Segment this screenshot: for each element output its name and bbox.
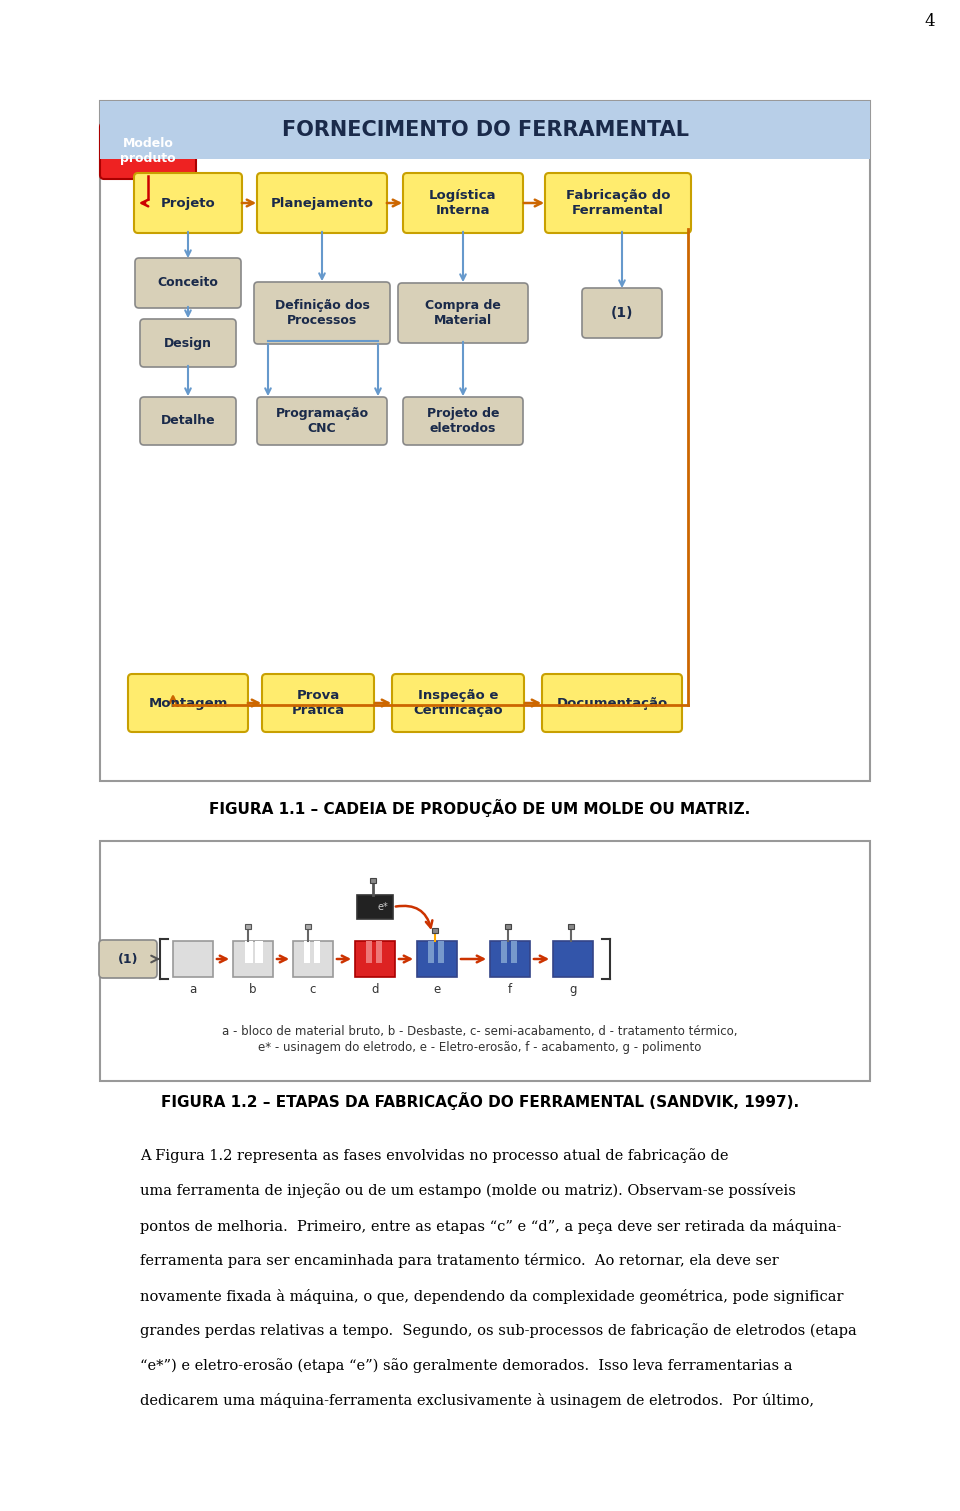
Text: Logística
Interna: Logística Interna <box>429 189 496 218</box>
Text: dedicarem uma máquina-ferramenta exclusivamente à usinagem de eletrodos.  Por úl: dedicarem uma máquina-ferramenta exclusi… <box>140 1393 814 1408</box>
Text: e: e <box>433 984 441 996</box>
FancyBboxPatch shape <box>100 101 870 781</box>
Text: Design: Design <box>164 337 212 349</box>
Bar <box>255 941 263 963</box>
Text: Prova
Prática: Prova Prática <box>292 689 345 718</box>
FancyBboxPatch shape <box>140 397 236 446</box>
Text: novamente fixada à máquina, o que, dependendo da complexidade geométrica, pode s: novamente fixada à máquina, o que, depen… <box>140 1289 844 1304</box>
Bar <box>568 925 574 929</box>
Bar <box>173 941 213 978</box>
Bar <box>432 928 438 932</box>
Text: e* - usinagem do eletrodo, e - Eletro-erosão, f - acabamento, g - polimento: e* - usinagem do eletrodo, e - Eletro-er… <box>258 1041 702 1055</box>
FancyBboxPatch shape <box>403 397 523 446</box>
Text: g: g <box>569 984 577 996</box>
Text: a - bloco de material bruto, b - Desbaste, c- semi-acabamento, d - tratamento té: a - bloco de material bruto, b - Desbast… <box>223 1024 737 1038</box>
Text: e*: e* <box>377 902 388 913</box>
FancyBboxPatch shape <box>257 172 387 233</box>
FancyBboxPatch shape <box>134 172 242 233</box>
Bar <box>314 941 320 963</box>
Text: Projeto de
eletrodos: Projeto de eletrodos <box>427 406 499 435</box>
Bar <box>357 895 393 919</box>
FancyBboxPatch shape <box>403 172 523 233</box>
Text: Projeto: Projeto <box>160 196 215 210</box>
Text: a: a <box>189 984 197 996</box>
FancyBboxPatch shape <box>140 319 236 367</box>
Text: FIGURA 1.2 – ETAPAS DA FABRICAÇÃO DO FERRAMENTAL (SANDVIK, 1997).: FIGURA 1.2 – ETAPAS DA FABRICAÇÃO DO FER… <box>161 1092 799 1111</box>
Bar <box>428 941 434 963</box>
Bar <box>366 941 372 963</box>
Text: Montagem: Montagem <box>148 697 228 710</box>
Text: uma ferramenta de injeção ou de um estampo (molde ou matriz). Observam-se possív: uma ferramenta de injeção ou de um estam… <box>140 1183 796 1198</box>
FancyBboxPatch shape <box>542 674 682 731</box>
FancyBboxPatch shape <box>100 101 870 159</box>
Bar <box>501 941 507 963</box>
Text: 4: 4 <box>924 12 935 30</box>
Text: (1): (1) <box>118 952 138 966</box>
Text: d: d <box>372 984 379 996</box>
Text: Detalhe: Detalhe <box>160 414 215 428</box>
FancyBboxPatch shape <box>254 283 390 345</box>
Bar <box>304 941 310 963</box>
FancyBboxPatch shape <box>128 674 248 731</box>
FancyBboxPatch shape <box>135 258 241 308</box>
Text: A Figura 1.2 representa as fases envolvidas no processo atual de fabricação de: A Figura 1.2 representa as fases envolvi… <box>140 1148 729 1163</box>
Text: grandes perdas relativas a tempo.  Segundo, os sub-processos de fabricação de el: grandes perdas relativas a tempo. Segund… <box>140 1324 856 1339</box>
Bar <box>511 941 517 963</box>
Bar <box>355 941 395 978</box>
Bar <box>376 941 382 963</box>
Text: Fabricação do
Ferramental: Fabricação do Ferramental <box>565 189 670 218</box>
FancyBboxPatch shape <box>262 674 374 731</box>
FancyBboxPatch shape <box>99 940 157 978</box>
Text: Programação
CNC: Programação CNC <box>276 406 369 435</box>
Bar <box>245 925 251 929</box>
Bar <box>233 941 273 978</box>
Text: “e*”) e eletro-erosão (etapa “e”) são geralmente demorados.  Isso leva ferrament: “e*”) e eletro-erosão (etapa “e”) são ge… <box>140 1358 793 1373</box>
Bar <box>370 878 376 882</box>
FancyBboxPatch shape <box>582 289 662 338</box>
Text: FORNECIMENTO DO FERRAMENTAL: FORNECIMENTO DO FERRAMENTAL <box>281 119 688 141</box>
Bar <box>305 925 311 929</box>
FancyBboxPatch shape <box>100 122 196 178</box>
Text: ferramenta para ser encaminhada para tratamento térmico.  Ao retornar, ela deve : ferramenta para ser encaminhada para tra… <box>140 1254 779 1269</box>
Text: c: c <box>310 984 316 996</box>
FancyBboxPatch shape <box>392 674 524 731</box>
Bar <box>417 941 457 978</box>
FancyBboxPatch shape <box>545 172 691 233</box>
Text: Compra de
Material: Compra de Material <box>425 299 501 326</box>
Bar <box>505 925 511 929</box>
Text: Definição dos
Processos: Definição dos Processos <box>275 299 370 326</box>
Bar <box>553 941 593 978</box>
Text: Documentação: Documentação <box>557 697 667 710</box>
Text: Planejamento: Planejamento <box>271 196 373 210</box>
FancyBboxPatch shape <box>398 283 528 343</box>
Bar <box>245 941 253 963</box>
Bar <box>490 941 530 978</box>
Text: f: f <box>508 984 512 996</box>
Text: FIGURA 1.1 – CADEIA DE PRODUÇÃO DE UM MOLDE OU MATRIZ.: FIGURA 1.1 – CADEIA DE PRODUÇÃO DE UM MO… <box>209 799 751 817</box>
Bar <box>293 941 333 978</box>
Text: b: b <box>250 984 256 996</box>
Text: pontos de melhoria.  Primeiro, entre as etapas “c” e “d”, a peça deve ser retira: pontos de melhoria. Primeiro, entre as e… <box>140 1218 842 1233</box>
FancyBboxPatch shape <box>100 842 870 1080</box>
FancyBboxPatch shape <box>257 397 387 446</box>
Text: Modelo
produto: Modelo produto <box>120 138 176 165</box>
Bar <box>438 941 444 963</box>
Text: (1): (1) <box>611 307 634 320</box>
Text: Conceito: Conceito <box>157 277 219 290</box>
Text: Inspeção e
Certificação: Inspeção e Certificação <box>413 689 503 718</box>
